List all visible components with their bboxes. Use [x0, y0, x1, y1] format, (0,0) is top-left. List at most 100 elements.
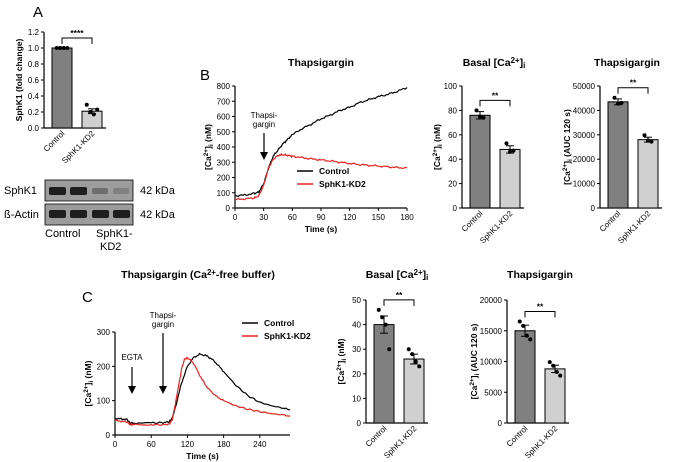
data-point: [511, 148, 516, 153]
annotation-thapsigargin-b: Thapsi- gargin: [251, 111, 278, 160]
data-point: [58, 46, 63, 50]
blot-strip-sphk1: [44, 179, 134, 202]
bar: [469, 114, 491, 209]
x-tick-label: 150: [372, 213, 386, 222]
y-tick-label: 5000: [484, 388, 502, 397]
data-point: [380, 315, 385, 320]
chart-a-sphk1-bars: 0.0 0.2 0.4 0.6 0.8 1.0 1.2 SphK1 (fold change)…: [14, 28, 106, 165]
significance-bracket: [479, 99, 511, 107]
blot-band: [92, 188, 108, 194]
x-tick-label: Control: [460, 209, 485, 234]
y-tick-label: 0.4: [28, 92, 40, 101]
data-point: [642, 133, 647, 138]
y-tick-label: 50: [352, 296, 361, 305]
chart-title: Thapsigargin (Ca2+-free buffer): [121, 268, 275, 281]
bar: [51, 47, 73, 129]
data-point: [91, 112, 96, 117]
y-tick-label: 10: [352, 394, 361, 403]
x-tick-label: 30: [259, 213, 268, 222]
panel-letter-a: A: [33, 4, 43, 21]
series-line-control: [114, 352, 291, 425]
blot-band: [113, 210, 130, 218]
bar: [607, 101, 629, 209]
panel-letter-c: C: [82, 289, 93, 306]
data-point: [649, 139, 654, 144]
series-line-kd: [234, 152, 408, 201]
data-point: [61, 46, 66, 50]
data-point: [410, 352, 415, 357]
x-axis-label: Time (s): [186, 451, 219, 461]
legend-label-control: Control: [264, 318, 294, 328]
chart-title: Basal [Ca2+]i: [366, 268, 429, 282]
blot-row-label-sphk1: SphK1: [4, 185, 37, 197]
data-point: [524, 333, 529, 338]
y-tick-label: 0.8: [28, 60, 40, 69]
blot-band: [49, 210, 66, 218]
y-tick-label: 0: [498, 419, 503, 428]
significance-bracket: [61, 37, 93, 44]
y-axis-label: [Ca2+]i (nM): [432, 124, 444, 170]
western-blot: SphK1 ß-Actin 42 kDa 42 kDa Control SphK…: [4, 179, 176, 253]
y-tick-label: 20000: [480, 296, 503, 305]
x-tick-label: SphK1-KD2: [523, 424, 560, 461]
y-tick-label: 200: [217, 174, 231, 183]
blot-band: [92, 210, 109, 218]
y-axis-label: [Ca2+]i (AUC 120 s): [469, 323, 481, 399]
bar: [373, 324, 395, 424]
y-tick-label: 1.0: [28, 44, 40, 53]
y-tick-label: 40: [352, 321, 361, 330]
y-tick-label: 100: [444, 82, 458, 91]
data-point: [88, 110, 93, 114]
y-tick-label: 600: [217, 113, 231, 122]
data-point: [84, 102, 89, 107]
data-point: [413, 359, 418, 364]
arrow-down-icon: [128, 386, 136, 394]
y-tick-label: 0.6: [28, 76, 40, 85]
chart-b-auc-bars: 0 10000 20000 30000 40000 50000 [Ca2+]i (AUC 1…: [562, 57, 662, 245]
blot-kda-label: 42 kDa: [140, 209, 176, 221]
x-tick-label: 120: [181, 440, 195, 449]
x-tick-label: 60: [147, 440, 156, 449]
y-tick-label: 200: [97, 362, 111, 371]
blot-band: [49, 187, 66, 195]
significance-label: **: [537, 302, 544, 312]
data-point: [504, 141, 509, 146]
y-tick-label: 1.2: [28, 28, 40, 37]
data-point: [616, 101, 620, 106]
significance-label: **: [630, 78, 637, 88]
data-point: [612, 95, 617, 100]
y-tick-label: 40000: [573, 106, 596, 115]
blot-lane-control: Control: [45, 228, 80, 240]
data-point: [619, 100, 624, 105]
y-tick-label: 0: [106, 431, 111, 440]
x-tick-label: SphK1-KD2: [616, 209, 653, 246]
y-tick-label: 0: [226, 204, 231, 213]
y-tick-label: 700: [217, 97, 231, 106]
bar: [514, 330, 536, 424]
chart-c-auc-bars: 0 5000 10000 15000 20000 [Ca2+]i (AUC 120 s) C…: [469, 269, 573, 460]
blot-band: [113, 188, 129, 194]
legend-label-control: Control: [319, 166, 349, 176]
data-point: [95, 107, 100, 112]
x-tick-label: 180: [400, 213, 414, 222]
legend-label-kd: SphK1-KD2: [264, 331, 311, 341]
data-point: [646, 138, 650, 143]
arrow-down-icon: [260, 152, 268, 160]
y-axis-label: [Ca2+]i (nM): [336, 338, 348, 384]
y-tick-label: 30000: [573, 131, 596, 140]
chart-title: Thapsigargin: [288, 57, 354, 69]
data-point: [376, 307, 381, 312]
x-tick-label: 60: [288, 213, 297, 222]
data-point: [551, 363, 556, 368]
significance-label: ****: [70, 28, 84, 38]
y-tick-label: 0: [453, 204, 458, 213]
y-tick-label: 100: [97, 397, 111, 406]
y-tick-label: 0: [357, 419, 362, 428]
y-tick-label: 80: [448, 106, 457, 115]
y-tick-label: 15000: [480, 327, 503, 336]
data-point: [387, 347, 392, 352]
legend-label-kd: SphK1-KD2: [319, 179, 366, 189]
data-point: [406, 347, 411, 352]
x-tick-label: Control: [364, 424, 389, 449]
y-tick-label: 300: [217, 158, 231, 167]
